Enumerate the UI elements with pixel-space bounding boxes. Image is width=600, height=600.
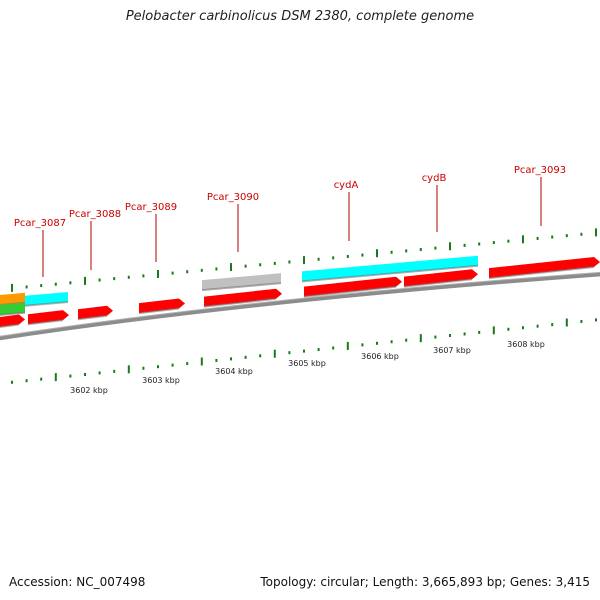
gene-label-Pcar_3087: Pcar_3087 bbox=[14, 218, 66, 229]
gene-box-3087-shadow bbox=[24, 300, 69, 307]
gene-arrow-3089 bbox=[139, 298, 185, 314]
gene-box-green bbox=[0, 302, 25, 316]
gene-box-3090 bbox=[202, 273, 281, 291]
gene-arrow-cydB bbox=[404, 269, 478, 287]
gene-arrow-3087-lower-shadow bbox=[0, 323, 20, 328]
gene-box-3090-shadow bbox=[201, 282, 282, 292]
gene-arrow-3088-shadow bbox=[77, 314, 108, 321]
gene-label-cydB: cydB bbox=[422, 173, 447, 184]
gene-label-cydA: cydA bbox=[334, 180, 359, 191]
kbp-label: 3606 kbp bbox=[361, 352, 399, 361]
gene-box-cydB-shadow bbox=[401, 264, 479, 274]
gene-arrow-cydA bbox=[304, 276, 402, 297]
gene-arrow-cydA-shadow bbox=[303, 285, 397, 298]
genome-summary-text: Topology: circular; Length: 3,665,893 bp… bbox=[260, 575, 590, 589]
gene-arrow-3087 bbox=[28, 310, 69, 325]
gene-arrow-3089-shadow bbox=[138, 307, 180, 315]
genome-backbone bbox=[0, 272, 600, 341]
gene-box-green-shadow bbox=[0, 311, 26, 317]
kbp-label: 3603 kbp bbox=[142, 376, 180, 385]
gene-arrow-3093 bbox=[489, 257, 600, 279]
gene-box-orange bbox=[0, 292, 25, 306]
gene-box-cydB bbox=[402, 255, 478, 273]
gene-label-Pcar_3093: Pcar_3093 bbox=[514, 165, 566, 176]
gene-arrow-3087-shadow bbox=[27, 319, 64, 326]
gene-box-cydA-shadow bbox=[301, 271, 403, 283]
gene-arrow-3090-shadow bbox=[203, 297, 277, 308]
gene-label-Pcar_3089: Pcar_3089 bbox=[125, 202, 177, 213]
gene-arrow-3093-shadow bbox=[488, 266, 595, 280]
gene-box-cydA bbox=[302, 262, 402, 282]
kbp-label: 3602 kbp bbox=[70, 386, 108, 395]
map-title: Pelobacter carbinolicus DSM 2380, comple… bbox=[125, 9, 475, 24]
gene-arrow-3090 bbox=[204, 288, 282, 307]
gene-label-Pcar_3090: Pcar_3090 bbox=[207, 192, 259, 203]
accession-text: Accession: NC_007498 bbox=[9, 575, 146, 589]
kbp-label: 3605 kbp bbox=[288, 359, 326, 368]
genome-backbone-highlight bbox=[0, 271, 600, 337]
kbp-label: 3607 kbp bbox=[433, 346, 471, 355]
gene-arrow-cydB-shadow bbox=[403, 278, 473, 288]
kbp-label: 3608 kbp bbox=[507, 340, 545, 349]
kbp-label: 3604 kbp bbox=[215, 367, 253, 376]
gene-label-Pcar_3088: Pcar_3088 bbox=[69, 209, 121, 220]
